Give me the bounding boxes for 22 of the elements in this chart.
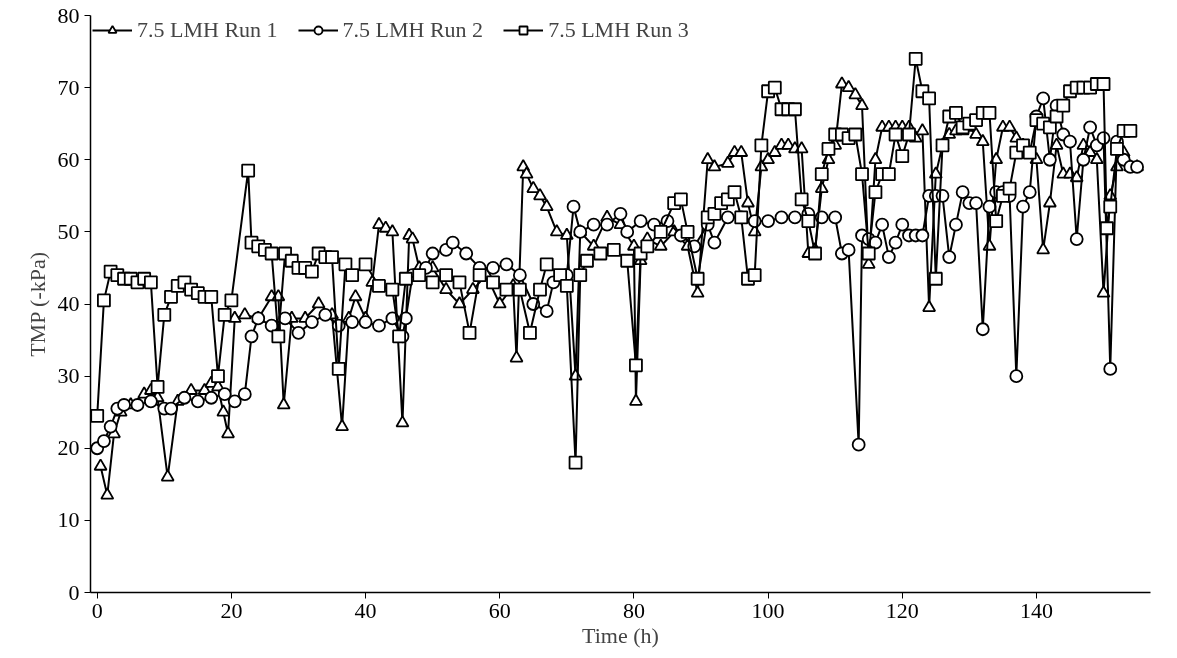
y-tick-label: 0 <box>68 579 80 605</box>
x-tick-label: 20 <box>220 597 243 623</box>
legend-label: 7.5 LMH Run 3 <box>548 17 689 43</box>
y-tick-label: 30 <box>57 363 80 389</box>
x-tick-label: 100 <box>751 597 785 623</box>
y-tick-label: 10 <box>57 507 80 533</box>
x-tick-label: 80 <box>622 597 645 623</box>
y-tick-label: 40 <box>57 291 80 316</box>
legend-label: 7.5 LMH Run 1 <box>137 17 278 43</box>
legend-label: 7.5 LMH Run 2 <box>342 17 484 43</box>
x-tick-label: 120 <box>885 597 919 623</box>
y-axis-title: TMP (-kPa) <box>24 251 50 357</box>
y-tick-label: 70 <box>57 74 80 100</box>
y-tick-label: 80 <box>57 2 80 28</box>
x-tick-label: 40 <box>354 597 377 623</box>
x-tick-label: 0 <box>91 597 103 623</box>
x-tick-label: 60 <box>488 597 511 623</box>
x-tick-label: 140 <box>1019 597 1053 623</box>
y-tick-label: 50 <box>57 218 80 244</box>
y-tick-label: 60 <box>57 146 80 172</box>
x-axis-title: Time (h) <box>582 622 659 648</box>
y-tick-label: 20 <box>57 435 80 461</box>
